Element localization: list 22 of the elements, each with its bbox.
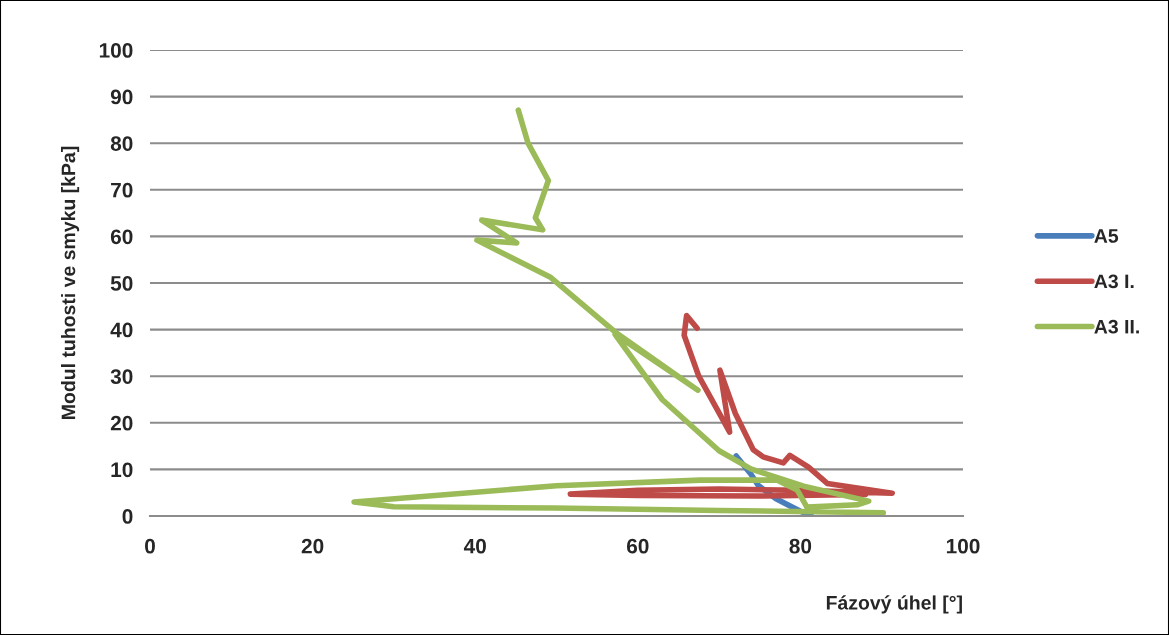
x-tick-label: 0 (145, 538, 155, 554)
y-tick-label: 50 (110, 276, 133, 291)
x-tick-label: 40 (463, 538, 486, 554)
y-tick-label: 60 (110, 229, 133, 245)
y-tick-label: 100 (99, 43, 133, 58)
y-tick-label: 0 (122, 509, 133, 524)
y-tick-label: 30 (110, 369, 133, 384)
y-tick-label: 90 (110, 89, 133, 105)
y-tick-label: 80 (110, 136, 133, 151)
y-tick-label: 70 (111, 182, 133, 198)
x-tick-label: 60 (626, 538, 649, 554)
x-tick-label: 80 (789, 538, 812, 554)
y-tick-label: 40 (110, 322, 133, 338)
x-tick-label: 100 (946, 538, 980, 554)
legend-label: A5 (1094, 229, 1119, 243)
legend-label: A3 II. (1094, 319, 1139, 334)
x-tick-label: 20 (301, 538, 324, 554)
legend-label: A3 I. (1094, 274, 1134, 289)
y-tick-label: 10 (111, 462, 133, 478)
y-tick-label: 20 (110, 415, 133, 431)
y-axis-title: Modul tuhosti ve smyku [kPa] (61, 146, 80, 419)
x-axis-title: Fázový úhel [°] (826, 595, 962, 614)
